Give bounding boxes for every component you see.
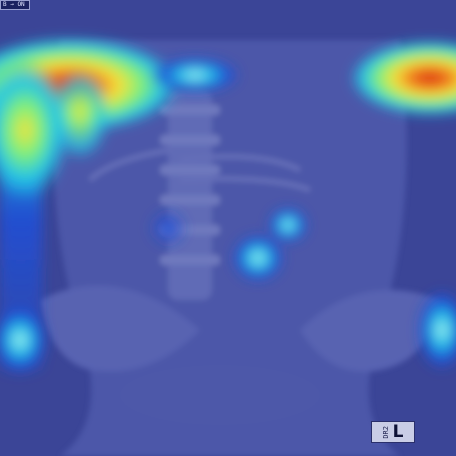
marker-letter: L — [392, 422, 404, 442]
marker-code: DR2 — [381, 425, 390, 439]
heatmap-overlay — [0, 37, 456, 375]
top-left-tag: B → ON — [0, 0, 30, 10]
xray-anatomy — [40, 40, 440, 456]
laterality-marker: DR2 L — [371, 421, 415, 443]
